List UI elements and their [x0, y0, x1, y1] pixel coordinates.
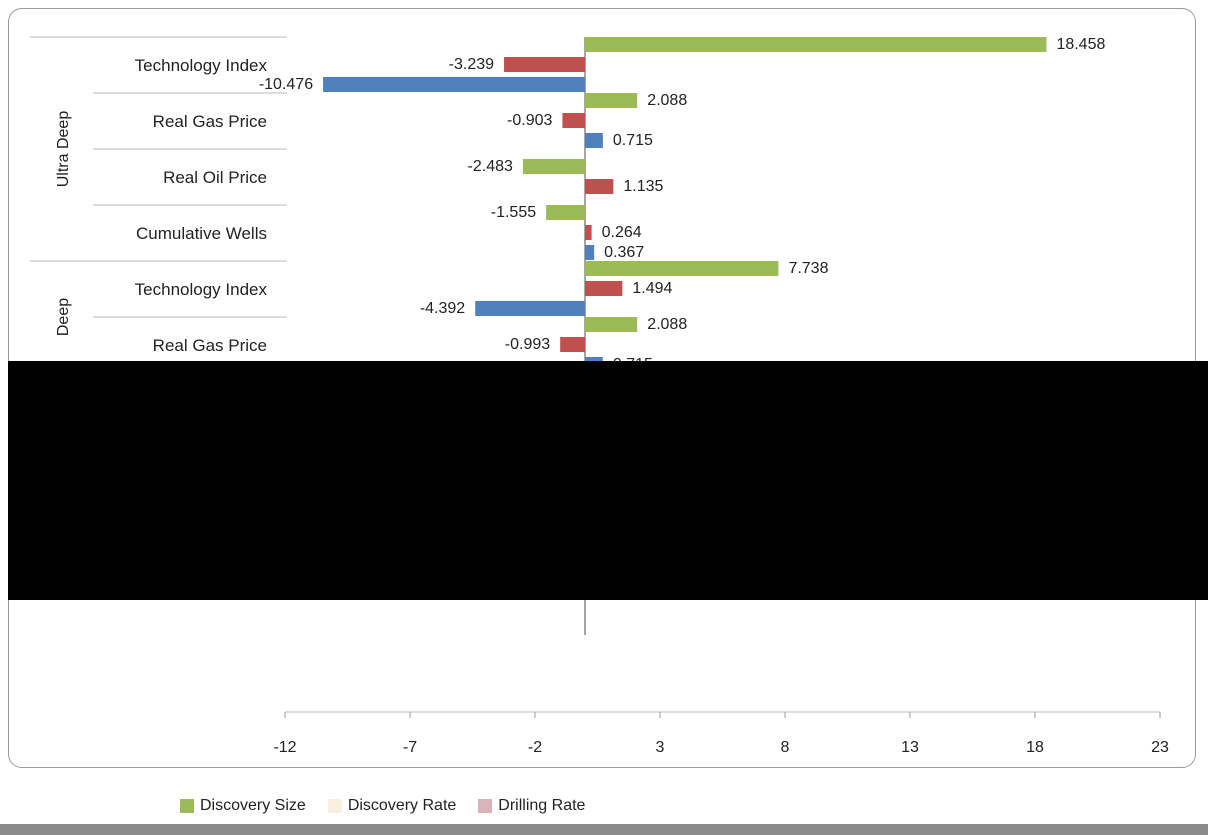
x-tick-label: 13: [901, 739, 919, 756]
bar: [560, 337, 585, 352]
category-label: Technology Index: [135, 280, 268, 299]
x-tick-label: 18: [1026, 739, 1044, 756]
data-label: 0.367: [604, 244, 644, 261]
data-label: 0.264: [602, 224, 642, 241]
category-label: Real Gas Price: [153, 336, 267, 355]
x-tick-label: 8: [781, 739, 790, 756]
legend-item-discovery-size: Discovery Size: [180, 797, 306, 815]
x-tick-label: 3: [656, 739, 665, 756]
bar: [323, 77, 585, 92]
bar: [585, 245, 595, 260]
bar: [585, 93, 638, 108]
bar: [585, 37, 1047, 52]
group-label: Deep: [55, 298, 72, 336]
x-tick-label: -12: [273, 739, 296, 756]
legend: Discovery Size Discovery Rate Drilling R…: [180, 797, 585, 815]
data-label: -1.555: [491, 204, 536, 221]
data-label: 1.135: [623, 178, 663, 195]
data-label: -0.903: [507, 112, 552, 129]
bar: [585, 317, 638, 332]
data-label: 2.088: [647, 316, 687, 333]
bar: [504, 57, 585, 72]
redaction-block: [8, 361, 1208, 600]
category-label: Real Oil Price: [163, 168, 267, 187]
legend-label: Discovery Size: [200, 797, 306, 814]
legend-item-discovery-rate: Discovery Rate: [327, 797, 457, 815]
bottom-strip: [0, 824, 1208, 835]
x-tick-label: 23: [1151, 739, 1169, 756]
legend-label: Discovery Rate: [347, 797, 457, 814]
data-label: 7.738: [788, 260, 828, 277]
bar: [562, 113, 585, 128]
data-label: -10.476: [259, 76, 313, 93]
category-label: Cumulative Wells: [136, 224, 267, 243]
bar: [522, 159, 585, 174]
bar: [585, 281, 623, 296]
data-label: 2.088: [647, 92, 687, 109]
legend-item-drilling-rate: Drilling Rate: [478, 797, 585, 815]
data-label: -3.239: [449, 56, 494, 73]
category-label: Real Gas Price: [153, 112, 267, 131]
bar: [475, 301, 585, 316]
legend-label: Drilling Rate: [498, 797, 586, 814]
legend-swatch: [327, 799, 342, 813]
x-tick-label: -2: [528, 739, 542, 756]
group-label: Ultra Deep: [55, 111, 72, 188]
data-label: 0.715: [613, 132, 653, 149]
category-label: Technology Index: [135, 56, 268, 75]
x-tick-label: -7: [403, 739, 417, 756]
bar: [585, 179, 614, 194]
data-label: 1.494: [632, 280, 672, 297]
legend-swatch: [478, 799, 493, 813]
data-label: 18.458: [1056, 36, 1105, 53]
legend-swatch: [180, 799, 194, 813]
data-label: -2.483: [468, 158, 513, 175]
bar: [585, 225, 592, 240]
bar: [546, 205, 585, 220]
bar: [585, 261, 779, 276]
bar: [585, 133, 603, 148]
data-label: -0.993: [505, 336, 550, 353]
data-label: -4.392: [420, 300, 465, 317]
